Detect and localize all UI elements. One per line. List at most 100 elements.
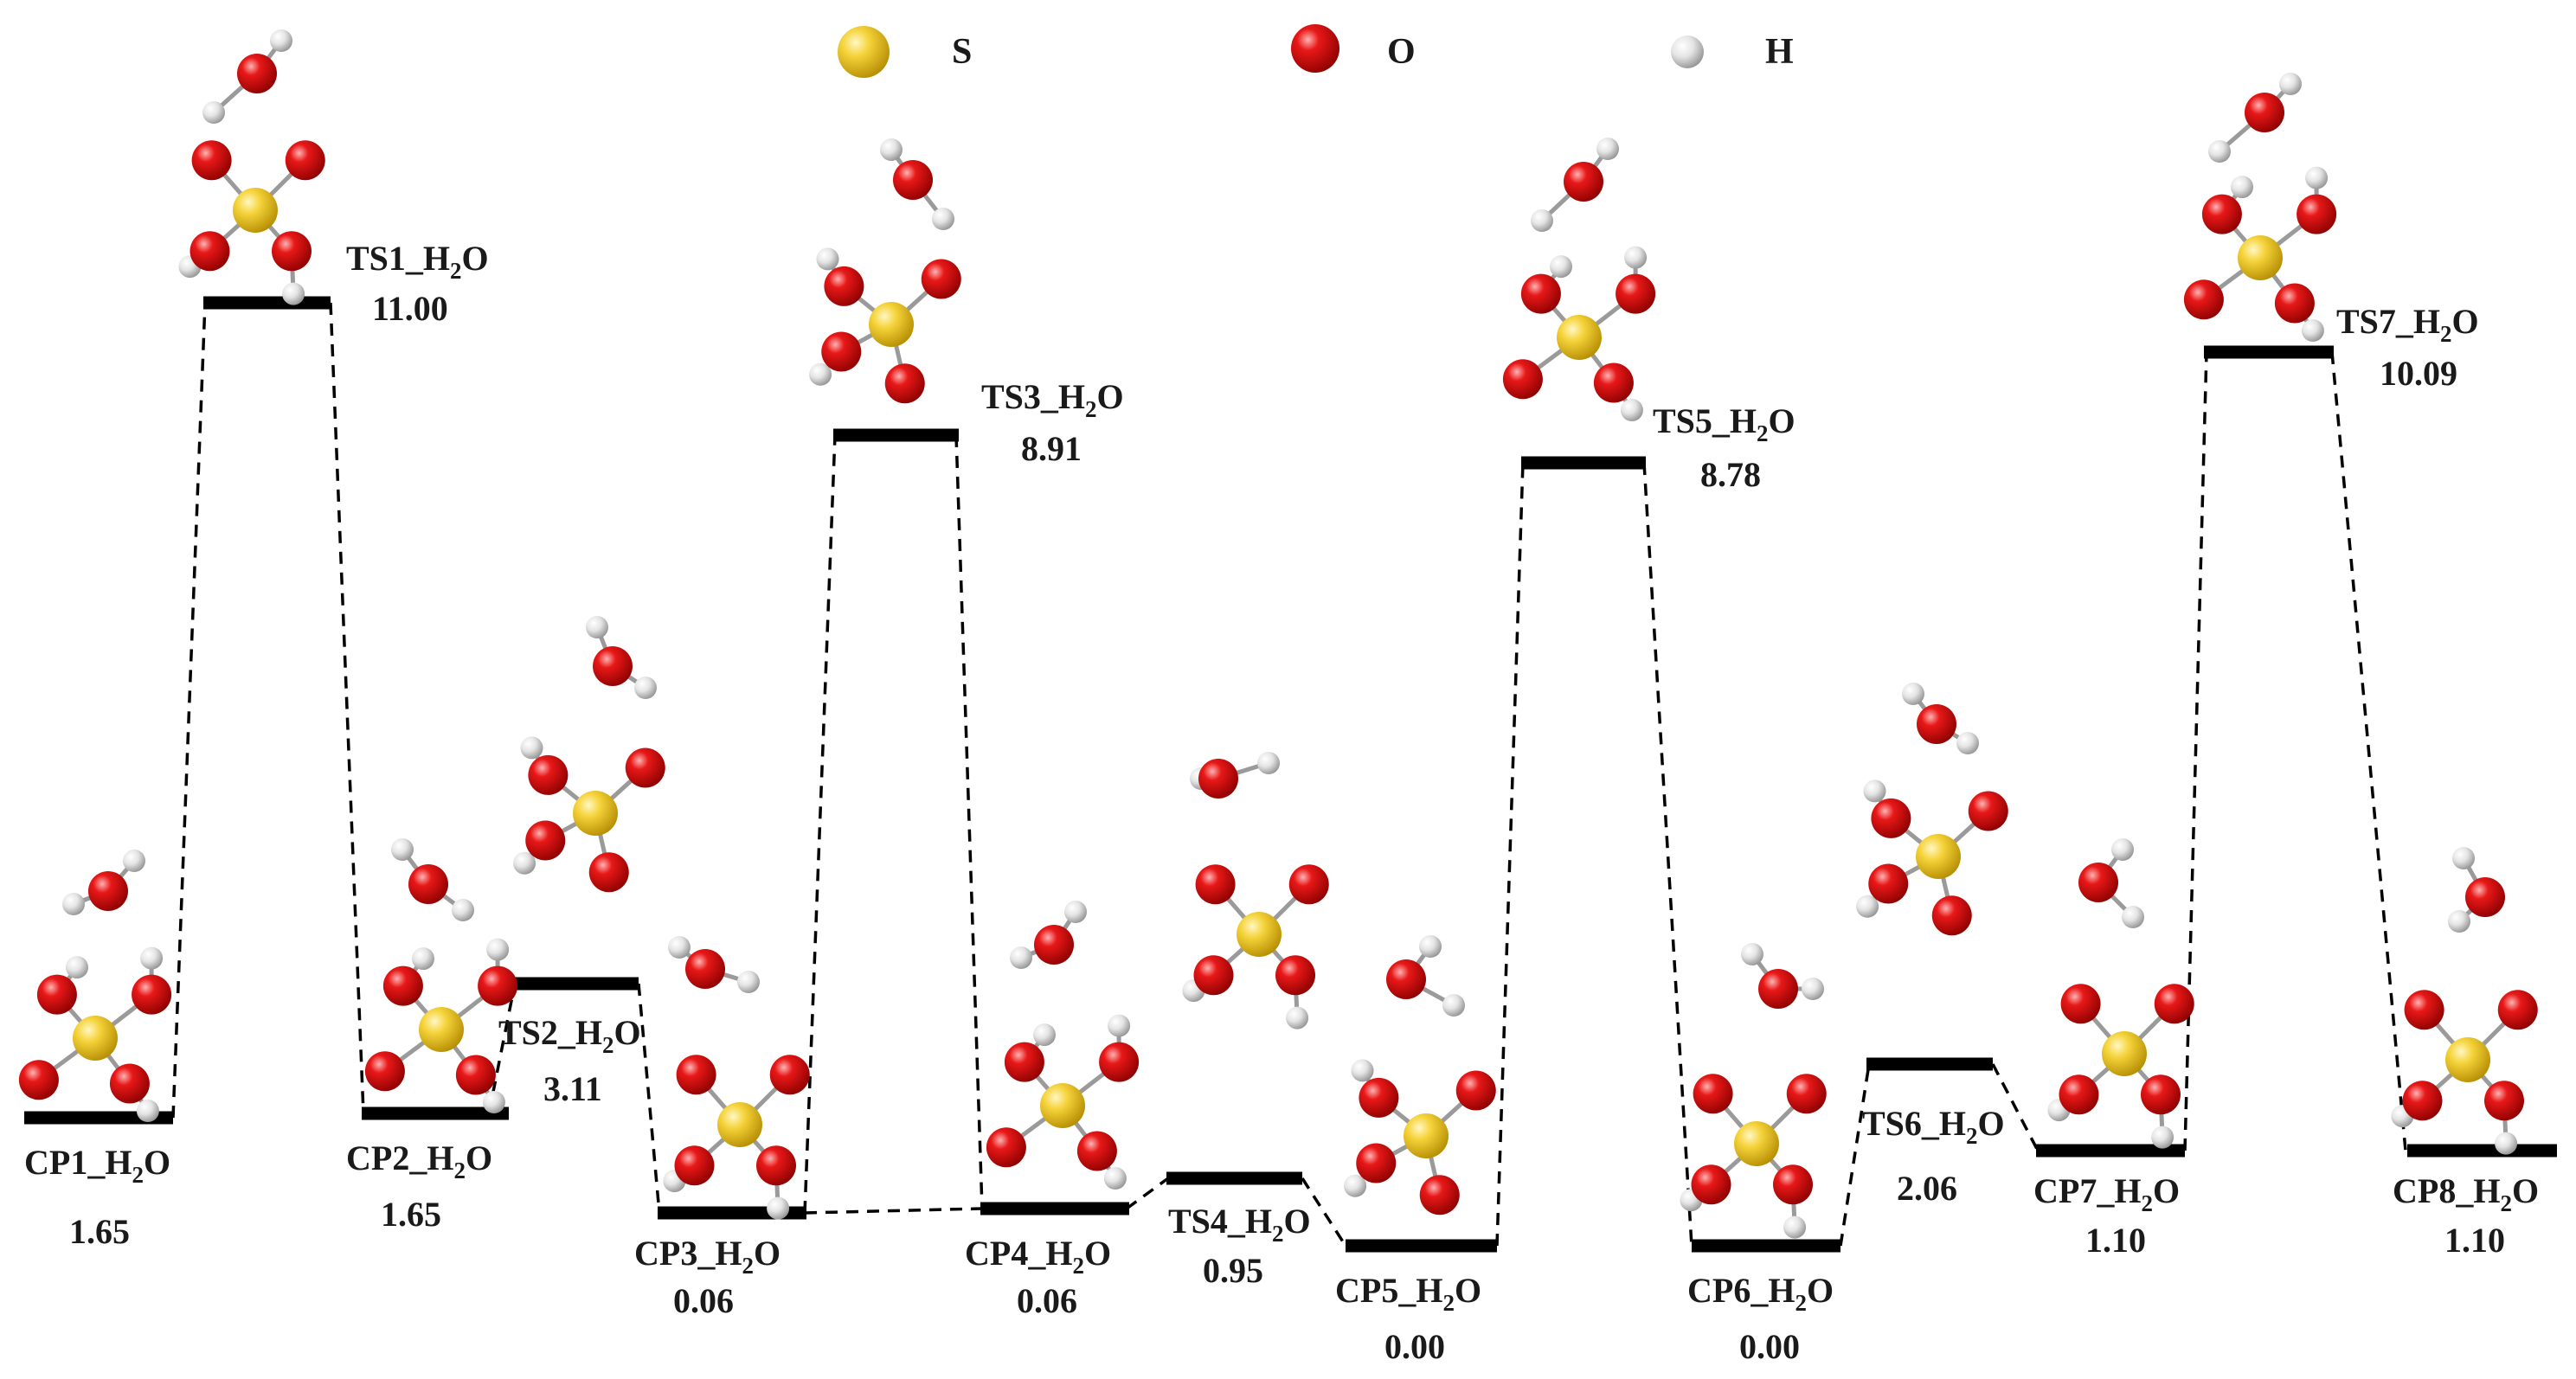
hydrogen-atom-icon: [1624, 246, 1648, 269]
oxygen-atom-icon: [478, 965, 518, 1006]
hydrogen-atom-icon: [2231, 176, 2253, 199]
legend-label-s: S: [952, 32, 972, 72]
oxygen-atom-icon: [1931, 895, 1972, 936]
oxygen-atom-icon: [408, 864, 448, 904]
oxygen-atom-icon: [1520, 273, 1561, 314]
state-label-ts3: TS3_H2O: [981, 377, 1124, 422]
hydrogen-atom-icon: [520, 736, 543, 760]
sulfuric-acid-molecule: [364, 938, 518, 1113]
oxygen-atom-icon: [1564, 162, 1603, 202]
state-label-cp8: CP8_H2O: [2393, 1171, 2539, 1216]
hydrogen-atom-icon: [1783, 1215, 1807, 1239]
oxygen-atom-icon: [1786, 1074, 1827, 1114]
oxygen-atom-icon: [769, 1055, 810, 1095]
hydrogen-atom-icon: [391, 838, 414, 861]
sulfuric-acid-molecule: [1344, 1059, 1496, 1215]
oxygen-atom-icon: [2154, 984, 2194, 1024]
hydrogen-atom-icon: [1856, 895, 1879, 918]
oxygen-atom-icon: [593, 646, 633, 686]
sulfuric-acid-molecule: [986, 1014, 1140, 1190]
oxygen-atom-icon: [2402, 1081, 2443, 1121]
hydrogen-atom-icon: [1010, 946, 1032, 969]
state-label-cp3: CP3_H2O: [634, 1234, 781, 1279]
hydrogen-atom-icon: [486, 938, 510, 961]
hydrogen-atom-icon: [1419, 935, 1442, 958]
hydrogen-atom-icon: [452, 899, 474, 921]
hydrogen-atom-icon: [809, 362, 832, 386]
hydrogen-atom-icon: [1596, 138, 1619, 160]
hydrogen-atom-icon: [1956, 732, 1979, 754]
state-energy-cp2: 1.65: [381, 1195, 441, 1234]
hydrogen-atom-icon: [270, 29, 292, 52]
hydrogen-atom-icon: [586, 616, 608, 638]
oxygen-atom-icon: [1502, 359, 1543, 400]
state-energy-cp3: 0.06: [673, 1281, 734, 1320]
oxygen-atom-icon: [18, 1060, 59, 1100]
oxygen-atom-icon: [109, 1063, 150, 1104]
state-energy-cp6: 0.00: [1739, 1327, 1800, 1366]
sulfur-atom-icon: [1040, 1083, 1085, 1128]
hydrogen-atom-icon: [2111, 838, 2134, 861]
molecule-structures: [18, 29, 2538, 1239]
oxygen-atom-icon: [1968, 791, 2008, 831]
sulfur-atom-icon: [717, 1102, 762, 1147]
oxygen-atom-icon: [2404, 990, 2444, 1030]
oxygen-atom-icon: [676, 1055, 716, 1095]
hydrogen-atom-icon: [482, 1091, 505, 1113]
hydrogen-atom-icon: [880, 138, 903, 161]
oxygen-atom-icon: [1193, 955, 1234, 996]
state-energy-cp1: 1.65: [69, 1212, 130, 1251]
oxygen-atom-icon: [1275, 955, 1315, 996]
hydrogen-atom-icon: [2452, 847, 2475, 869]
hydrogen-atom-icon: [1351, 1059, 1374, 1082]
water-molecule: [880, 138, 954, 230]
oxygen-atom-icon: [272, 231, 312, 272]
state-label-cp5: CP5_H2O: [1335, 1271, 1481, 1316]
hydrogen-atom-icon: [202, 101, 225, 124]
water-molecule: [1741, 943, 1824, 1009]
sulfur-atom-icon: [1916, 834, 1961, 879]
state-energy-cp4: 0.06: [1017, 1281, 1077, 1320]
oxygen-atom-icon: [921, 259, 961, 299]
hydrogen-atom-icon: [62, 893, 85, 915]
water-molecule: [1902, 683, 1979, 754]
hydrogen-atom-icon: [1802, 978, 1824, 1000]
hydrogen-atom-icon: [2208, 140, 2231, 163]
oxygen-atom-icon: [364, 1051, 405, 1092]
oxygen-atom-icon: [756, 1145, 796, 1186]
sulfuric-acid-molecule: [1856, 779, 2008, 936]
oxygen-atom-icon: [1099, 1042, 1140, 1082]
sulfuric-acid-molecule: [2391, 990, 2538, 1155]
oxygen-atom-icon: [821, 331, 862, 372]
water-molecule: [1190, 752, 1280, 799]
hydrogen-atom-icon: [140, 946, 164, 970]
oxygen-atom-icon: [237, 54, 277, 93]
hydrogen-atom-icon: [66, 956, 88, 979]
oxygen-atom-icon: [2141, 1074, 2181, 1115]
oxygen-atom-icon: [525, 820, 566, 861]
oxygen-atom-icon: [986, 1127, 1026, 1168]
sulfur-atom-icon: [73, 1016, 118, 1061]
hydrogen-atom-icon: [2279, 73, 2302, 95]
oxygen-atom-icon: [1691, 1164, 1731, 1205]
water-molecule: [202, 29, 292, 124]
state-energy-ts5: 8.78: [1700, 455, 1761, 494]
state-energy-cp8: 1.10: [2444, 1221, 2505, 1260]
oxygen-atom-icon: [1868, 863, 1909, 904]
oxygen-atom-icon: [1455, 1070, 1496, 1111]
state-label-ts5: TS5_H2O: [1653, 401, 1795, 446]
oxygen-atom-icon: [1076, 1131, 1117, 1171]
water-molecule: [2078, 838, 2144, 928]
hydrogen-atom-icon: [1902, 683, 1924, 705]
oxygen-atom-icon: [36, 974, 77, 1015]
oxygen-atom-icon: [382, 965, 423, 1006]
oxygen-atom-icon: [285, 140, 325, 181]
legend: S O H: [838, 24, 1794, 78]
hydrogen-atom-icon: [1344, 1174, 1367, 1197]
legend-label-o: O: [1387, 32, 1416, 72]
oxygen-atom-icon: [2059, 1074, 2099, 1115]
hydrogen-atom-icon: [2305, 166, 2329, 189]
hydrogen-atom-icon: [1257, 752, 1280, 774]
hydrogen-atom-icon: [932, 208, 954, 230]
